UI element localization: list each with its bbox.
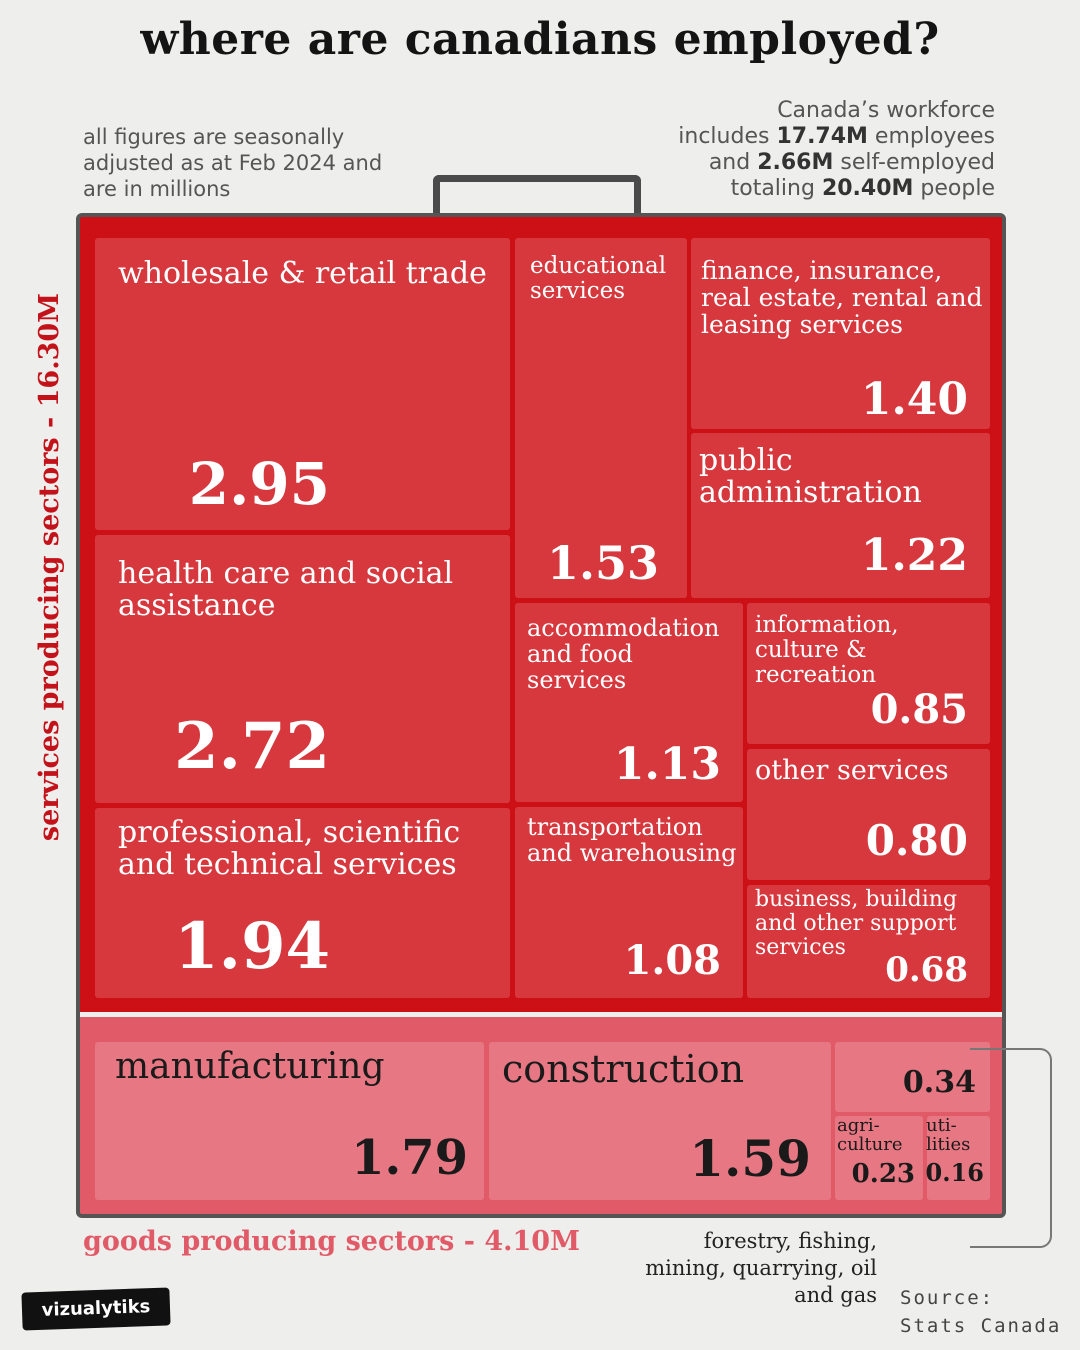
tile-value: 1.22	[860, 530, 968, 581]
note-workforce-line4: totaling 20.40M people	[730, 176, 995, 201]
tile-value: 0.16	[925, 1158, 984, 1187]
services-tile: educational services 1.53	[515, 238, 687, 598]
tile-value: 1.40	[860, 374, 968, 425]
tile-value: 2.72	[174, 709, 330, 784]
page-title: where are canadians employed?	[140, 14, 940, 65]
tile-value: 1.53	[546, 536, 659, 590]
suitcase-handle	[433, 175, 641, 216]
note-workforce-line3: and 2.66M self-employed	[708, 150, 995, 175]
services-tile: wholesale & retail trade 2.95	[95, 238, 510, 530]
goods-tile: uti- lities 0.16	[925, 1115, 990, 1200]
tile-label: professional, scientific and technical s…	[118, 815, 461, 883]
tile-label: finance, insurance, real estate, rental …	[701, 256, 983, 339]
services-tile: accommodation and food services 1.13	[515, 603, 743, 802]
tile-label: manufacturing	[115, 1046, 385, 1087]
tile-label: wholesale & retail trade	[118, 256, 487, 291]
services-tile: public administration 1.22	[691, 433, 990, 598]
services-tile: health care and social assistance 2.72	[95, 535, 510, 803]
tile-value: 1.94	[174, 909, 330, 984]
services-tile: business, building and other support ser…	[747, 885, 990, 998]
tile-label: public administration	[699, 443, 922, 511]
tile-label: agri- culture	[837, 1115, 903, 1156]
tile-label: health care and social assistance	[118, 556, 454, 624]
services-tile: other services 0.80	[747, 749, 990, 880]
tile-value: 0.80	[865, 816, 968, 865]
services-tile: transportation and warehousing 1.08	[515, 807, 743, 998]
tile-label: business, building and other support ser…	[755, 887, 958, 960]
tile-value: 2.95	[188, 450, 330, 518]
tile-value: 0.85	[870, 686, 968, 733]
goods-label: goods producing sectors - 4.10M	[83, 1226, 580, 1257]
tile-value: 1.79	[351, 1130, 468, 1186]
tile-label: transportation and warehousing	[527, 813, 737, 867]
services-tile: finance, insurance, real estate, rental …	[691, 238, 990, 429]
tile-value: 0.34	[902, 1065, 976, 1100]
tile-value: 0.23	[851, 1159, 915, 1189]
goods-tile: construction 1.59	[489, 1042, 831, 1200]
services-side-label: services producing sectors - 16.30M	[34, 292, 65, 842]
tile-value: 1.59	[689, 1129, 811, 1188]
footnote-forestry: forestry, fishing, mining, quarrying, oi…	[645, 1229, 877, 1307]
goods-tile: manufacturing 1.79	[95, 1042, 484, 1200]
tile-value: 0.68	[885, 950, 968, 990]
note-workforce-line1: Canada’s workforce	[777, 98, 995, 123]
source: Source: Stats Canada	[900, 1284, 1061, 1340]
goods-tile: agri- culture 0.23	[835, 1116, 923, 1200]
services-tile: professional, scientific and technical s…	[95, 808, 510, 998]
tile-value: 1.13	[613, 739, 721, 790]
tile-label: information, culture & recreation	[755, 612, 899, 688]
tile-label: other services	[755, 755, 949, 786]
tile-value: 1.08	[623, 937, 721, 984]
tile-label: construction	[502, 1047, 745, 1091]
services-tile: information, culture & recreation 0.85	[747, 603, 990, 744]
goods-tile: 0.34	[835, 1042, 990, 1112]
footnote-bracket	[970, 1048, 1052, 1248]
note-workforce: Canada’s workforce includes 17.74M emplo…	[600, 98, 995, 202]
brand-logo: vizualytiks	[21, 1287, 171, 1331]
tile-label: educational services	[530, 253, 667, 304]
note-seasonally-adjusted: all figures are seasonally adjusted as a…	[83, 125, 383, 201]
tile-label: accommodation and food services	[527, 614, 720, 694]
source-line1: Source:	[900, 1287, 995, 1309]
suitcase-frame	[76, 213, 1006, 1218]
note-workforce-line2: includes 17.74M employees	[678, 124, 995, 149]
tile-label: uti- lities	[926, 1115, 971, 1156]
source-line2: Stats Canada	[900, 1315, 1062, 1337]
